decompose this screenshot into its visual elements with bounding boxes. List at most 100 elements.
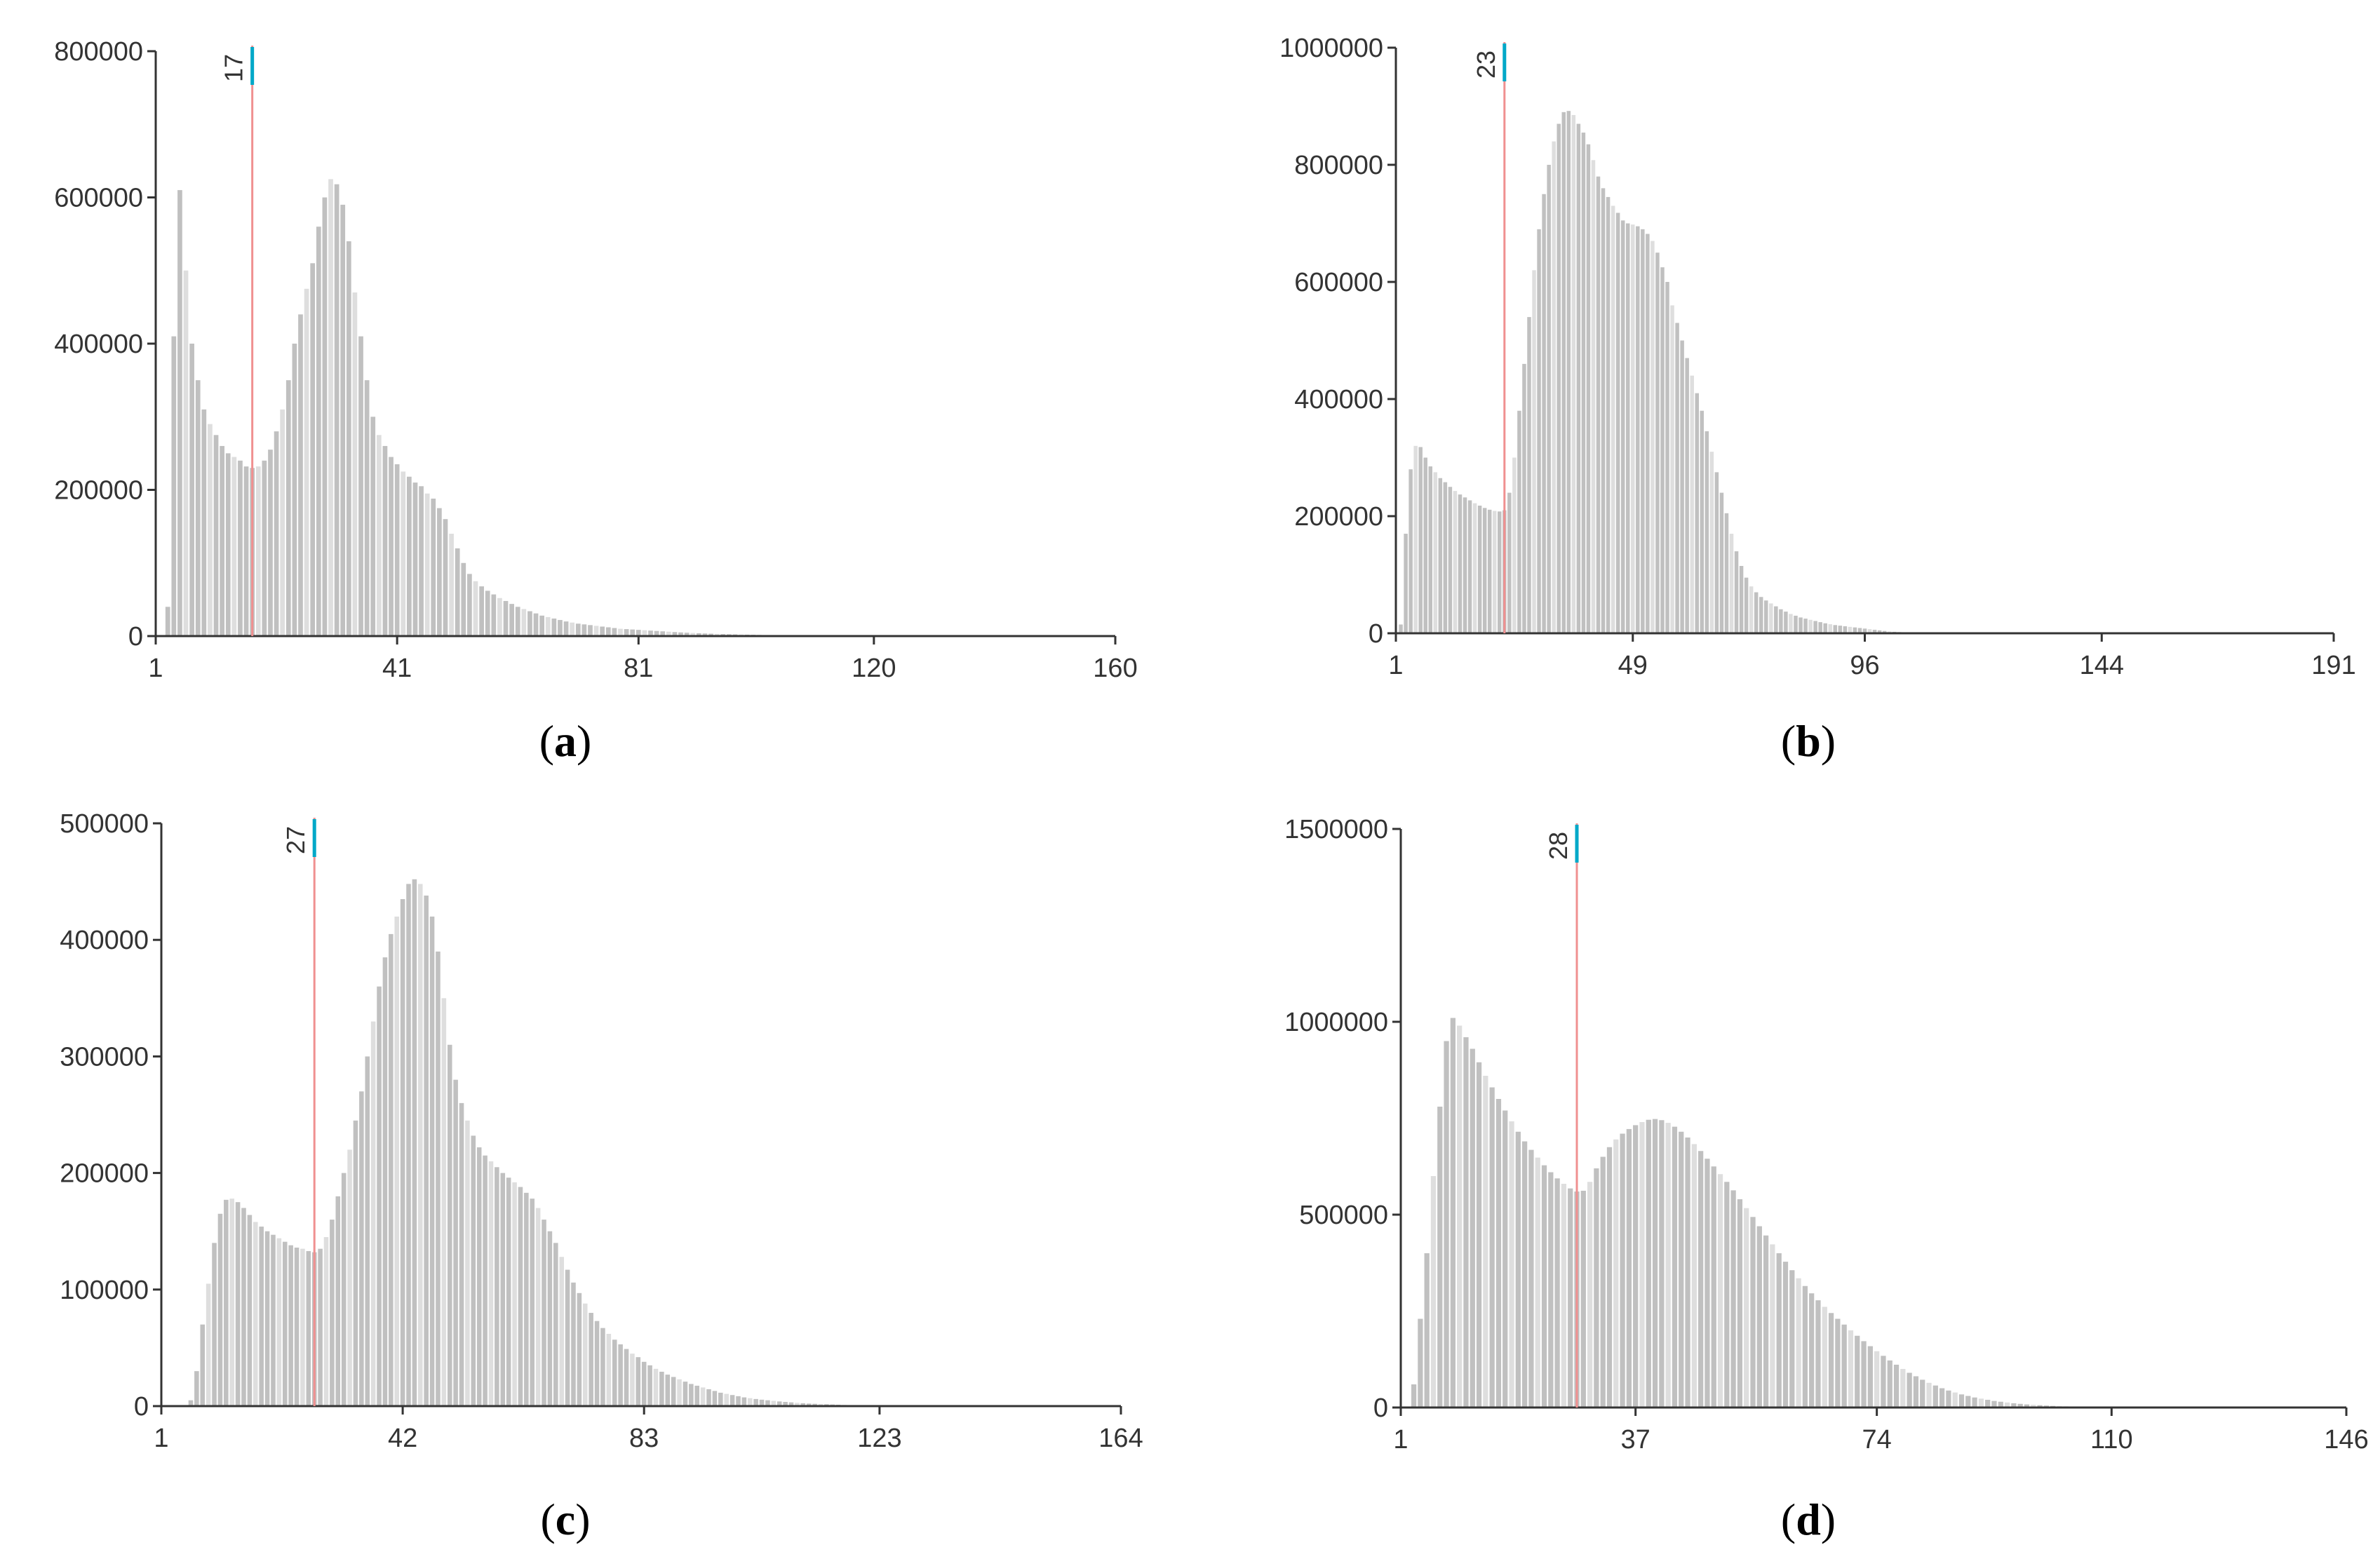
histogram-bar [243,466,249,636]
histogram-bar [241,1208,246,1406]
histogram-bar [377,986,382,1406]
histogram-bar [512,1182,517,1406]
histogram-bar [606,1333,612,1406]
x-tick-label: 42 [388,1424,417,1453]
histogram-bar [1730,1190,1736,1408]
histogram-bar [1557,123,1561,634]
histogram-bar [1907,1372,1912,1408]
histogram-bar [334,184,339,636]
histogram-bar [641,1361,647,1406]
y-tick-label: 0 [128,622,143,652]
histogram-bar [1958,1394,1965,1408]
histogram-bar [690,633,696,636]
histogram-bar [1625,223,1630,633]
histogram-bar [1527,317,1531,633]
histogram-bar [429,916,435,1406]
histogram-bar [183,270,189,636]
histogram-bar [171,336,177,636]
histogram-bar [495,1167,499,1406]
histogram-bar [1495,1099,1502,1408]
histogram-bar [524,1192,529,1406]
x-tick-label: 1 [1393,1425,1408,1454]
histogram-bar [521,609,527,636]
histogram-bar [1430,1176,1437,1408]
y-tick-label: 600000 [54,184,143,213]
histogram-bar [1739,565,1744,633]
histogram-bar [553,1243,558,1406]
histogram-bar [294,1247,300,1406]
histogram-bar [340,204,346,636]
x-tick-label: 1 [154,1424,168,1453]
histogram-bar [806,1403,812,1406]
histogram-bar [1769,603,1773,633]
histogram-bar [419,486,424,636]
y-tick-label: 800000 [54,37,143,67]
y-tick-label: 500000 [60,809,149,839]
histogram-bar [1779,609,1783,633]
histogram-bar [1770,1244,1775,1408]
histogram-bar [1548,1172,1554,1408]
histogram-bar [1606,196,1611,633]
histogram-bar [298,314,303,636]
histogram-bar [247,1215,253,1406]
histogram-bar [518,1187,523,1406]
histogram-bar [1611,205,1615,633]
histogram-bar [323,1237,329,1406]
histogram-bar [1650,241,1655,633]
histogram-bar [1498,511,1502,633]
histogram-panel-b: 0 200000 400000 600000 800000 1000000 1 49 96 144… [1279,34,2356,766]
histogram-bar [724,1393,729,1406]
histogram-bar [730,1395,735,1406]
histogram-bar [1399,624,1403,633]
y-tick-label: 1500000 [1284,815,1388,844]
histogram-bar [1893,1364,1900,1408]
histogram-bar [696,633,701,636]
histogram-bar [322,197,328,636]
histogram-panel-c: 0 100000 200000 300000 400000 500000 1 42 83 123 1… [60,809,1143,1544]
histogram-bar [441,998,447,1406]
histogram-bar [212,1243,217,1406]
histogram-bar [1705,431,1709,633]
histogram-bar [389,933,394,1406]
histogram-bar [1796,1278,1801,1408]
histogram-bar [1665,1123,1671,1408]
histogram-bar [594,1321,600,1406]
histogram-bar [1463,497,1467,633]
histogram-bar [1522,363,1526,633]
histogram-bar [1691,1144,1697,1408]
histogram-bar [1698,1151,1704,1408]
histogram-bar [630,629,636,636]
histogram-bar [1601,188,1606,633]
histogram-bar [570,622,575,636]
histogram-bar [708,633,713,636]
histogram-bar [1453,491,1458,633]
histogram-bar [1433,472,1438,634]
histogram-bar [479,586,484,636]
histogram-bar [783,1402,788,1406]
histogram-bar [800,1403,806,1406]
threshold-label: 28 [1544,832,1573,860]
y-tick-label: 800000 [1294,151,1383,180]
histogram-bar [1646,234,1650,633]
histogram-bar [795,1403,800,1406]
histogram-bar [577,1292,582,1406]
histogram-bar [213,435,219,636]
panel-label: (c) [540,1494,590,1544]
histogram-bar [600,626,605,636]
histogram-bar [376,435,382,636]
histogram-bar [1828,624,1832,633]
histogram-bar [1750,1217,1756,1408]
histogram-bar [660,631,666,636]
panel-label: (a) [539,716,592,766]
histogram-panel-a: 0 200000 400000 600000 800000 1 41 81 120 160 17 (a… [54,37,1138,766]
histogram-bar [1822,1307,1827,1408]
histogram-bar [1717,1174,1723,1408]
histogram-bar [1754,592,1759,633]
histogram-bar [304,288,309,636]
histogram-bar [753,1398,758,1406]
histogram-bar [1591,160,1596,633]
histogram-bar [776,1401,782,1406]
y-tick-label: 500000 [1299,1201,1388,1230]
histogram-bar [488,1161,494,1406]
